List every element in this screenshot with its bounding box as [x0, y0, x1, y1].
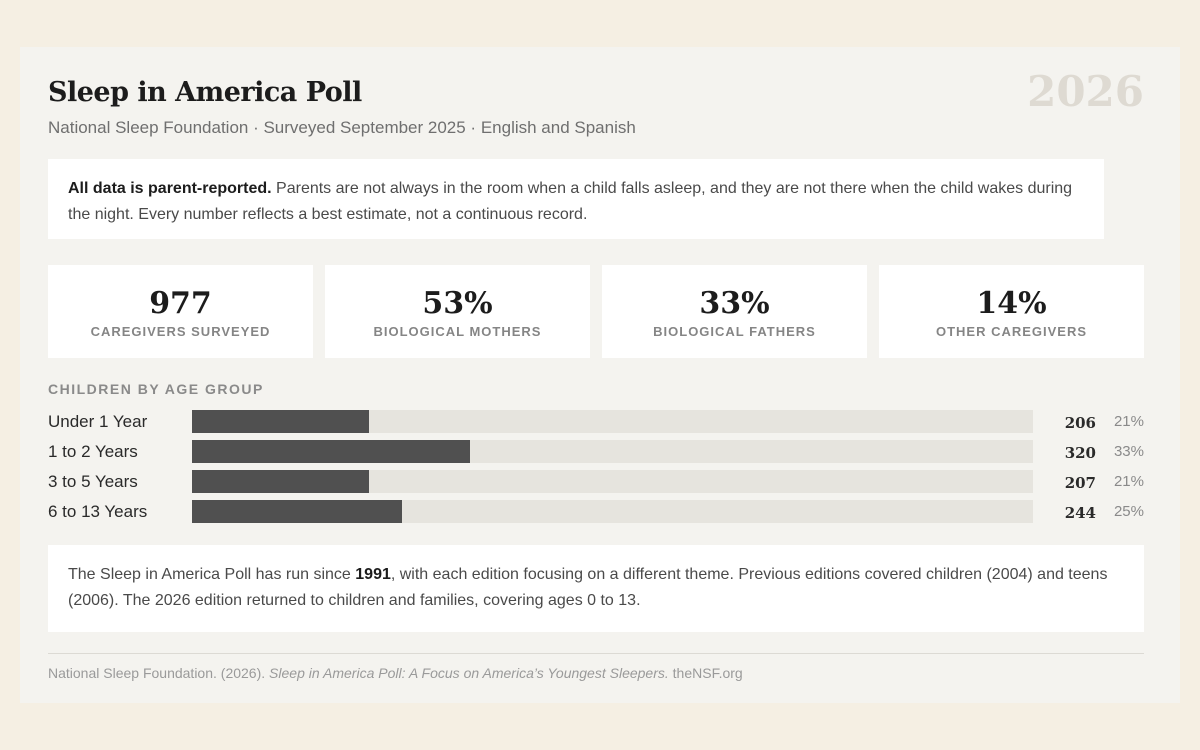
stat-value: 33%	[699, 286, 770, 321]
page-title: Sleep in America Poll	[48, 77, 362, 108]
bar-count-label: 320	[1064, 444, 1096, 462]
source-citation: National Sleep Foundation. (2026). Sleep…	[48, 665, 743, 681]
bar	[192, 470, 369, 493]
bar-track	[192, 470, 1033, 493]
bar-track	[192, 440, 1033, 463]
bar-count-label: 244	[1064, 504, 1096, 522]
bar-category-label: 3 to 5 Years	[48, 472, 138, 491]
stat-caregivers: 977 CAREGIVERS SURVEYED	[48, 265, 313, 358]
stat-value: 14%	[976, 286, 1047, 321]
stat-other: 14% OTHER CAREGIVERS	[879, 265, 1144, 358]
page-subtitle: National Sleep Foundation · Surveyed Sep…	[48, 118, 636, 137]
source-title: Sleep in America Poll: A Focus on Americ…	[269, 665, 669, 681]
bar-percent-label: 21%	[1113, 413, 1144, 430]
bar-percent-label: 21%	[1113, 473, 1144, 490]
bar-track	[192, 410, 1033, 433]
bar-row: Under 1 Year 206 21%	[48, 410, 1144, 434]
history-pre: The Sleep in America Poll has run since	[68, 566, 356, 583]
source-post: theNSF.org	[668, 665, 743, 681]
stat-label: OTHER CAREGIVERS	[935, 324, 1088, 339]
bar-count-label: 207	[1064, 474, 1096, 492]
divider	[48, 653, 1144, 654]
year-watermark: 2026	[1027, 67, 1144, 116]
bar-row: 3 to 5 Years 207 21%	[48, 470, 1144, 494]
bar-category-label: 1 to 2 Years	[48, 442, 138, 461]
bar	[192, 410, 369, 433]
stat-label: CAREGIVERS SURVEYED	[90, 324, 271, 339]
parent-reported-note: All data is parent-reported. Parents are…	[48, 159, 1104, 239]
stat-label: BIOLOGICAL MOTHERS	[373, 324, 542, 339]
bar-row: 1 to 2 Years 320 33%	[48, 440, 1144, 464]
stat-label: BIOLOGICAL FATHERS	[653, 324, 816, 339]
poll-history-note: The Sleep in America Poll has run since …	[48, 545, 1144, 632]
stats-row: 977 CAREGIVERS SURVEYED 53% BIOLOGICAL M…	[48, 265, 1144, 358]
bar	[192, 440, 470, 463]
stat-mothers: 53% BIOLOGICAL MOTHERS	[325, 265, 590, 358]
history-post: , with each edition focusing on a differ…	[68, 566, 1108, 609]
bar-percent-label: 33%	[1113, 443, 1144, 460]
bar-row: 6 to 13 Years 244 25%	[48, 500, 1144, 524]
bar-track	[192, 500, 1033, 523]
bar	[192, 500, 402, 523]
note-bold-text: All data is parent-reported.	[68, 180, 272, 197]
stat-value: 977	[149, 286, 212, 321]
bar-count-label: 206	[1064, 414, 1096, 432]
bar-percent-label: 25%	[1113, 503, 1144, 520]
chart-title: CHILDREN BY AGE GROUP	[48, 381, 264, 397]
note-text: Parents are not always in the room when …	[68, 180, 1073, 223]
bar-category-label: 6 to 13 Years	[48, 502, 148, 521]
history-bold-year: 1991	[355, 566, 391, 583]
stat-fathers: 33% BIOLOGICAL FATHERS	[602, 265, 867, 358]
bar-category-label: Under 1 Year	[48, 412, 148, 431]
poll-card: Sleep in America Poll 2026 National Slee…	[20, 47, 1180, 703]
stat-value: 53%	[422, 286, 493, 321]
source-pre: National Sleep Foundation. (2026).	[48, 665, 270, 681]
